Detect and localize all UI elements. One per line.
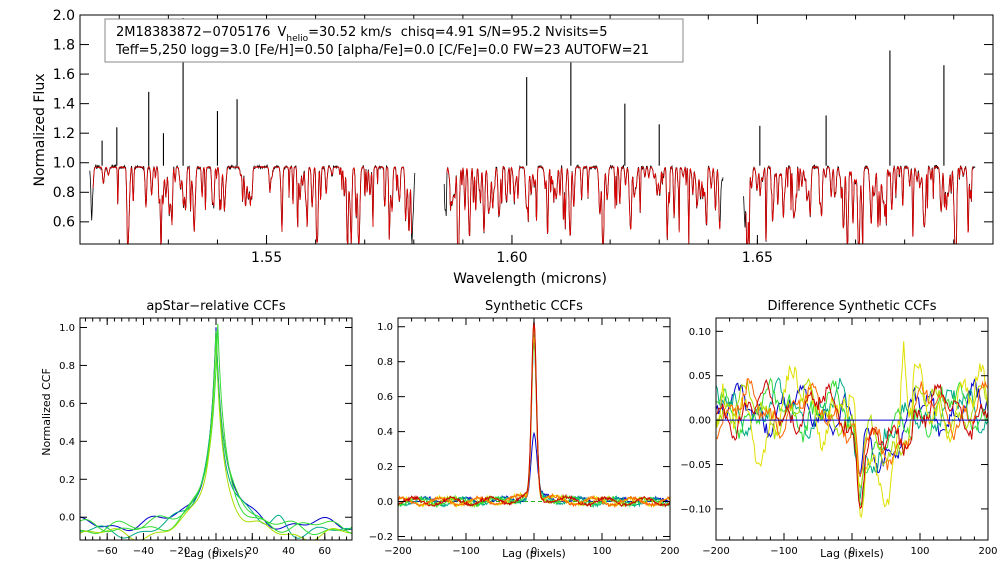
- synthetic-ccf-title: Synthetic CCFs: [485, 299, 583, 314]
- xtick-label: 0: [213, 546, 219, 557]
- model-spectrum-chip-3: [745, 165, 974, 245]
- xtick-label: 200: [660, 546, 679, 557]
- ytick-label: 0.05: [689, 371, 711, 382]
- ytick-label: 0.8: [53, 185, 75, 201]
- ytick-label: 0.2: [377, 462, 393, 473]
- ytick-label: 1.0: [59, 323, 75, 334]
- xtick-label: −60: [97, 546, 118, 557]
- synthetic-ccf-series: [397, 320, 671, 509]
- apstar-ccf-visit-3: [79, 323, 353, 535]
- apstar-ccf-visit-5: [79, 330, 353, 534]
- ytick-label: −0.10: [680, 504, 711, 515]
- xtick-label: 1.60: [496, 250, 527, 266]
- ytick-label: 1.8: [53, 37, 75, 53]
- ytick-label: −0.2: [369, 532, 393, 543]
- xtick-label: −100: [452, 546, 479, 557]
- spectrum-axes: 1.55 1.60 1.65 0.6 0.8 1.0 1.2 1.4 1.6 1.8 2.0: [53, 8, 993, 266]
- annotation-box: [104, 18, 684, 63]
- ytick-label: 0.2: [59, 475, 75, 486]
- ytick-label: 0.0: [59, 513, 75, 524]
- xtick-label: −100: [770, 546, 797, 557]
- ytick-label: 0.10: [689, 327, 711, 338]
- ytick-label: 1.6: [53, 67, 75, 83]
- xtick-label: 0: [531, 546, 537, 557]
- ytick-label: 0.6: [377, 392, 393, 403]
- model-spectrum-chip-1: [92, 165, 412, 246]
- apstar-ccf-ylabel: Normalized CCF: [40, 368, 53, 456]
- annotation-star: 2M18383872−0705176: [116, 25, 270, 40]
- spectrum-panel: 1.55 1.60 1.65 0.6 0.8 1.0 1.2 1.4 1.6 1.8 2.0 Wav…: [32, 8, 994, 287]
- difference-ccf-visit-6: [715, 378, 989, 478]
- apstar-ccf-xlabel: Lag (pixels): [184, 547, 248, 560]
- ytick-label: 0.8: [59, 361, 75, 372]
- difference-ccf-xlabel: Lag (pixels): [820, 547, 884, 560]
- difference-ccf-visit-3: [715, 377, 989, 507]
- xtick-label: 20: [246, 546, 259, 557]
- xtick-label: 200: [978, 546, 997, 557]
- ytick-label: 0.6: [53, 215, 75, 231]
- apstar-ccf-axes: −60 −40 −20 0 20 40 60 0.0 0.2 0.4 0.6 0.8 1.0: [59, 318, 352, 557]
- xtick-label: 1.65: [742, 250, 773, 266]
- annotation-line2: Teff=5,250 logg=3.0 [Fe/H]=0.50 [alpha/F…: [115, 43, 649, 58]
- synthetic-ccf-xlabel: Lag (pixels): [502, 547, 566, 560]
- xtick-label: −40: [133, 546, 154, 557]
- difference-ccf-frame: [715, 317, 989, 541]
- xtick-label: 40: [282, 546, 295, 557]
- difference-ccf-visit-7: [715, 378, 989, 510]
- apstar-ccf-visit-1: [80, 327, 353, 532]
- ytick-label: 0.4: [377, 427, 393, 438]
- spectrum-xlabel: Wavelength (microns): [453, 271, 607, 287]
- apstar-ccf-frame: [79, 317, 353, 541]
- difference-ccf-axes: −200 −100 0 100 200 −0.10 −0.05 0.00 0.05 0.10: [680, 318, 998, 557]
- synthetic-ccf-axes: −200 −100 0 100 200 −0.2 0.0 0.2 0.4 0.6 0.8 1.0: [369, 318, 680, 557]
- difference-ccf-visit-5: [715, 341, 989, 519]
- ytick-label: 0.00: [689, 416, 711, 427]
- ytick-label: 2.0: [53, 8, 75, 24]
- synthetic-ccf-panel: −200 −100 0 100 200 −0.2 0.0 0.2 0.4 0.6 0.8 1.0 Sy…: [369, 299, 680, 560]
- ytick-label: 0.6: [59, 399, 75, 410]
- synthetic-ccf-visit-5: [397, 337, 671, 509]
- ytick-label: 0.4: [59, 437, 75, 448]
- spectrum-series: [89, 15, 976, 246]
- synthetic-ccf-visit-1: [397, 431, 670, 503]
- synthetic-ccf-frame: [397, 317, 671, 541]
- apstar-ccf-title: apStar−relative CCFs: [146, 299, 286, 314]
- difference-ccf-panel: −200 −100 0 100 200 −0.10 −0.05 0.00 0.05 0.10 Di…: [680, 299, 997, 560]
- xtick-label: 100: [592, 546, 611, 557]
- ytick-label: 1.0: [377, 322, 393, 333]
- annotation-v-sub: helio: [286, 34, 308, 44]
- ytick-label: 1.0: [53, 156, 75, 172]
- ytick-label: 0.0: [377, 497, 393, 508]
- xtick-label: −20: [169, 546, 190, 557]
- annotation-v-value: =30.52 km/s: [308, 25, 392, 40]
- model-spectrum-chip-2: [446, 165, 721, 245]
- synthetic-ccf-visit-6: [397, 322, 671, 509]
- annotation-v-label: V: [277, 25, 286, 40]
- synthetic-ccf-visit-4: [397, 326, 671, 508]
- synthetic-ccf-visit-2: [397, 342, 670, 509]
- difference-ccf-visit-4: [715, 377, 989, 489]
- apstar-ccf-panel: −60 −40 −20 0 20 40 60 0.0 0.2 0.4 0.6 0.8 1.0 apSta…: [40, 299, 353, 560]
- synthetic-ccf-visit-3: [397, 333, 671, 509]
- spectrum-frame: [79, 14, 994, 245]
- ytick-label: 0.8: [377, 357, 393, 368]
- apstar-ccf-series: [79, 323, 353, 541]
- difference-ccf-series: [715, 341, 989, 519]
- annotation-rest: chisq=4.91 S/N=95.2 Nvisits=5: [401, 25, 608, 40]
- xtick-label: −200: [384, 546, 411, 557]
- spectrum-ylabel: Normalized Flux: [32, 74, 48, 187]
- xtick-label: 60: [318, 546, 331, 557]
- difference-ccf-title: Difference Synthetic CCFs: [767, 299, 936, 314]
- xtick-label: −200: [702, 546, 729, 557]
- xtick-label: 0: [849, 546, 855, 557]
- ytick-label: −0.05: [680, 460, 711, 471]
- ytick-label: 1.4: [53, 97, 75, 113]
- ytick-label: 1.2: [53, 126, 75, 142]
- xtick-label: 100: [910, 546, 929, 557]
- synthetic-ccf-visit-7: [397, 320, 671, 508]
- xtick-label: 1.55: [251, 250, 282, 266]
- annotation-line1: 2M18383872−0705176 Vhelio=30.52 km/s chisq…: [116, 25, 607, 44]
